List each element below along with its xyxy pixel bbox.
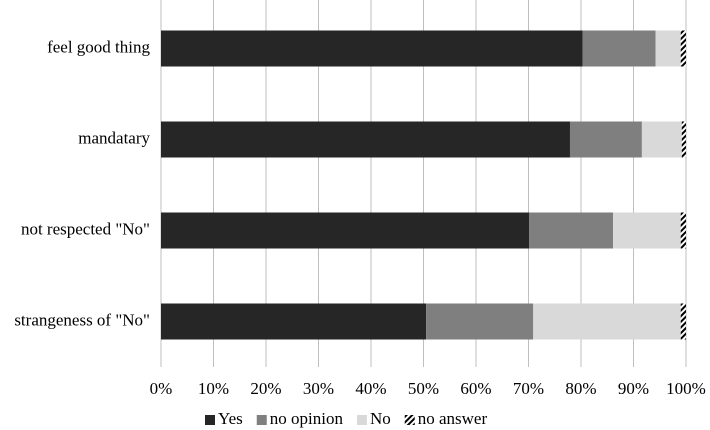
legend-label: no opinion — [270, 409, 344, 428]
bar-segment — [161, 212, 530, 249]
legend-label: Yes — [218, 409, 243, 428]
legend-swatch — [205, 415, 215, 425]
bar-segment — [582, 30, 656, 67]
bar-segment — [161, 121, 570, 158]
x-tick-label: 70% — [513, 379, 544, 398]
bar-segment — [655, 30, 681, 67]
x-tick-label: 90% — [618, 379, 649, 398]
y-tick-label: mandatary — [78, 128, 150, 147]
bar-segment — [529, 212, 614, 249]
x-tick-label: 20% — [250, 379, 281, 398]
y-tick-label: not respected "No" — [21, 219, 150, 238]
x-tick-label: 50% — [408, 379, 439, 398]
bar-segment — [680, 30, 686, 67]
bar-segment — [680, 303, 686, 340]
legend-label: No — [370, 409, 391, 428]
x-tick-label: 30% — [303, 379, 334, 398]
bar-segment — [681, 121, 686, 158]
x-tick-label: 60% — [460, 379, 491, 398]
y-tick-label: feel good thing — [47, 37, 150, 56]
x-tick-label: 40% — [355, 379, 386, 398]
x-tick-label: 80% — [565, 379, 596, 398]
bar-segment — [569, 121, 642, 158]
bar-segment — [613, 212, 681, 249]
legend-swatch — [256, 415, 267, 425]
bar-segment — [680, 212, 686, 249]
legend-label: no answer — [418, 409, 488, 428]
x-tick-label: 10% — [198, 379, 229, 398]
bar-segment — [641, 121, 682, 158]
bar-segment — [161, 303, 427, 340]
x-tick-label: 100% — [666, 379, 706, 398]
y-tick-label: strangeness of "No" — [14, 310, 150, 329]
bar-segment — [161, 30, 583, 67]
legend-swatch — [404, 415, 415, 425]
legend-swatch — [356, 415, 367, 425]
x-tick-label: 0% — [150, 379, 173, 398]
bar-segment — [533, 303, 681, 340]
bar-segment — [426, 303, 534, 340]
